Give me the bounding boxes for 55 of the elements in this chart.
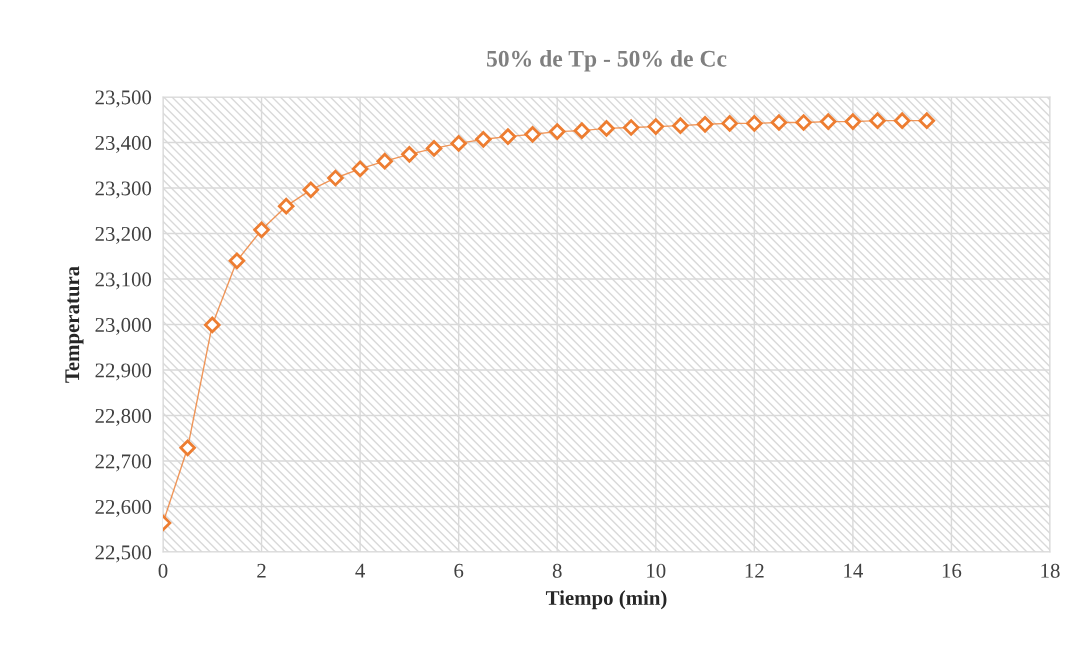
point [204, 316, 221, 334]
point [918, 112, 936, 129]
point [598, 120, 615, 137]
y-tick-label: 22,600 [95, 499, 152, 517]
point [351, 160, 369, 178]
x-tick-label: 8 [552, 563, 562, 578]
point [819, 113, 837, 130]
point [228, 252, 246, 270]
y-tick-label: 22,900 [95, 363, 152, 381]
x-tick-label: 6 [454, 563, 464, 578]
point [524, 126, 541, 143]
point [253, 221, 270, 239]
y-tick-label: 23,000 [95, 317, 152, 335]
y-tick-label: 22,700 [95, 454, 152, 472]
x-tick-label: 4 [355, 563, 365, 578]
point [647, 118, 665, 135]
x-tick-label: 2 [257, 563, 266, 578]
point [869, 112, 886, 129]
y-tick-label: 22,800 [95, 408, 152, 426]
y-tick-label: 23,200 [95, 226, 152, 244]
x-tick-label: 16 [942, 563, 962, 578]
point [401, 146, 418, 163]
point [277, 197, 295, 215]
x-tick-label: 12 [745, 563, 764, 578]
point [376, 152, 394, 170]
x-tick-label: 18 [1041, 563, 1060, 578]
y-axis-title: Temperatura [65, 266, 84, 383]
point [179, 439, 196, 457]
point [450, 135, 467, 152]
point [499, 128, 517, 145]
point [573, 122, 591, 139]
x-axis-title: Tiempo (min) [545, 590, 667, 610]
y-tick-label: 23,100 [95, 272, 152, 290]
point [770, 114, 788, 131]
x-tick-label: 0 [158, 563, 168, 578]
point [302, 181, 320, 199]
point [672, 117, 689, 134]
y-tick-label: 22,500 [95, 545, 152, 563]
point [844, 113, 862, 130]
point [721, 115, 738, 132]
point [696, 116, 714, 133]
point [548, 123, 566, 140]
y-tick-label: 23,500 [95, 90, 152, 108]
point [425, 140, 443, 157]
y-tick-label: 23,400 [95, 135, 152, 153]
point [893, 112, 911, 129]
x-tick-label: 14 [844, 563, 863, 578]
y-tick-label: 23,300 [95, 181, 152, 199]
point [475, 131, 492, 148]
x-tick-label: 10 [647, 563, 666, 578]
point [622, 119, 640, 136]
chart-title: 50% de Tp - 50% de Cc [486, 50, 727, 72]
point [795, 114, 812, 131]
point [327, 169, 344, 187]
point [746, 115, 763, 132]
